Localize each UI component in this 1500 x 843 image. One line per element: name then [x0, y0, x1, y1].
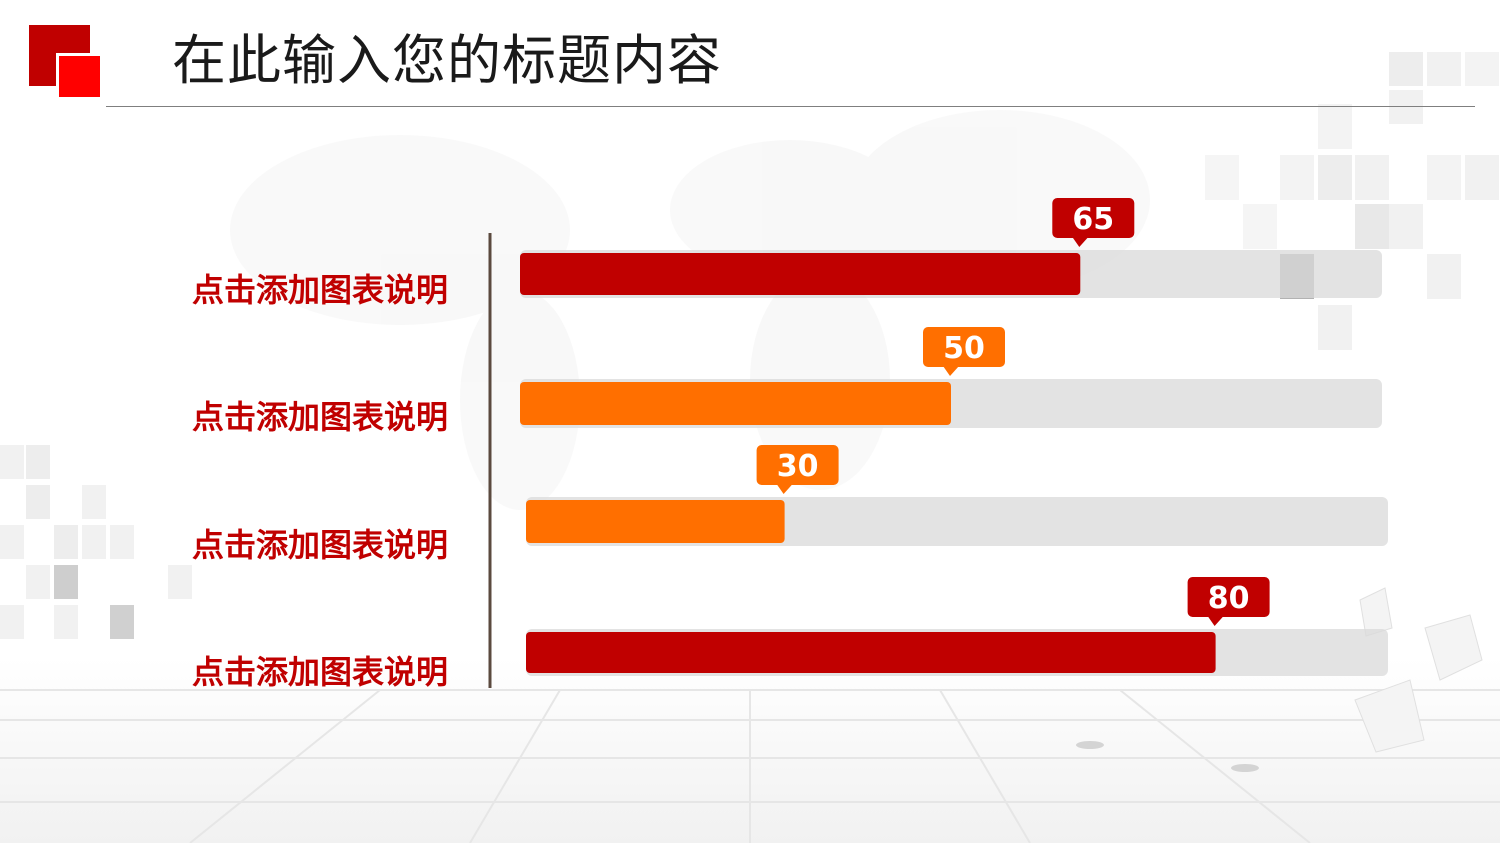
bar — [520, 382, 951, 425]
floor-grid — [0, 689, 1500, 843]
tile-mosaic-left — [0, 445, 192, 639]
category-label: 点击添加图表说明 — [192, 271, 448, 309]
value-callout-pointer — [1072, 237, 1089, 247]
value-callout — [923, 327, 1005, 367]
value-callout — [1187, 577, 1270, 617]
data-label: 30 — [777, 449, 819, 484]
value-callout-pointer — [1207, 616, 1224, 626]
title-divider — [106, 106, 1475, 107]
bar — [526, 500, 785, 543]
value-callout — [1052, 198, 1135, 238]
category-label: 点击添加图表说明 — [192, 526, 448, 564]
value-callout — [756, 445, 839, 485]
cube-decoration — [1076, 587, 1483, 772]
category-label: 点击添加图表说明 — [192, 398, 448, 436]
value-callout-pointer — [776, 484, 793, 494]
logo-square-front — [56, 53, 100, 97]
slide-title[interactable]: 在此输入您的标题内容 — [172, 29, 722, 92]
category-label: 点击添加图表说明 — [192, 653, 448, 691]
value-callout-pointer — [943, 366, 959, 376]
data-label: 50 — [943, 331, 985, 366]
bar — [526, 632, 1216, 673]
data-label: 80 — [1208, 581, 1250, 616]
bar — [520, 253, 1081, 295]
data-label: 65 — [1072, 202, 1114, 237]
